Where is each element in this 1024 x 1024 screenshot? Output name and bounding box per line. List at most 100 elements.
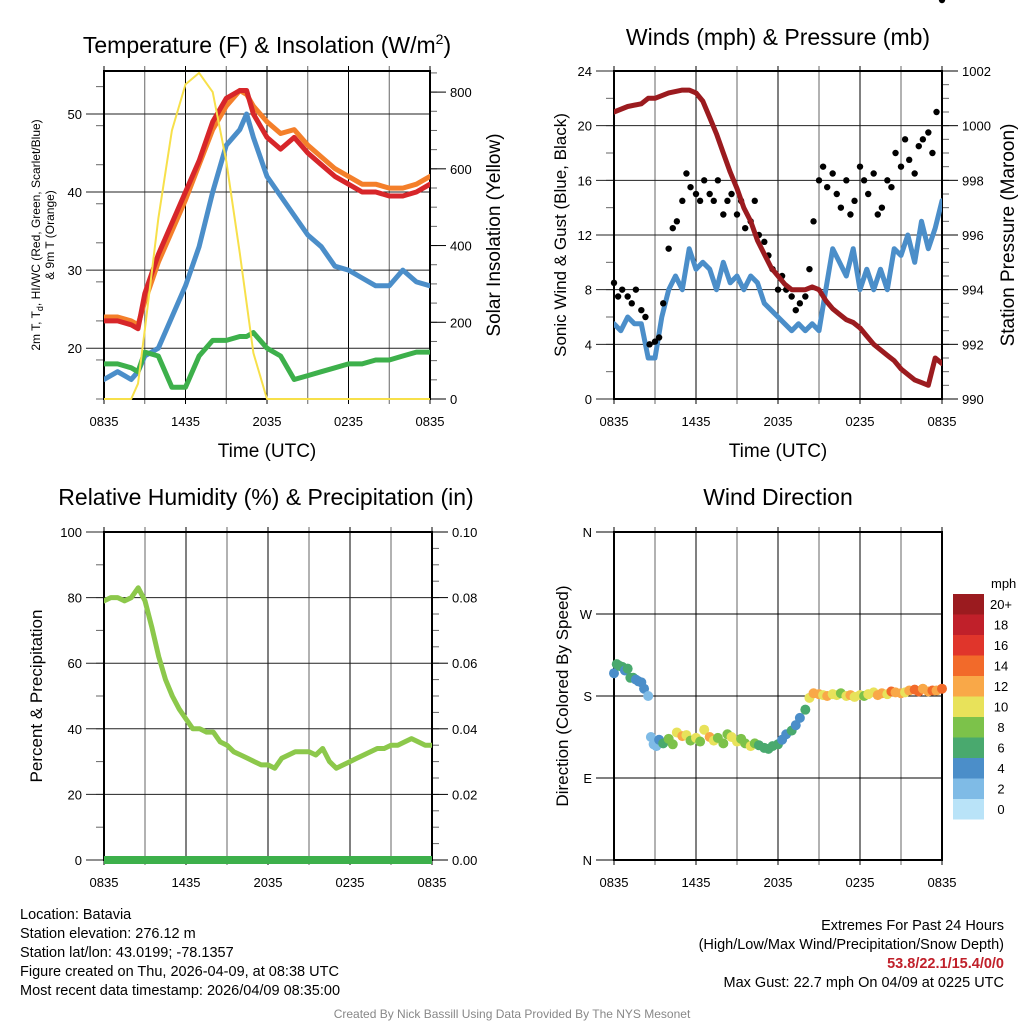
colorbar-label: 0 <box>997 802 1004 817</box>
y-tick-label: W <box>580 607 593 622</box>
y2-axis-label: Solar Insolation (Yellow) <box>484 133 505 336</box>
y2-tick-label: 0.06 <box>452 656 477 671</box>
series-line-station-pressure-maroon- <box>614 87 942 388</box>
x-axis-label: Time (UTC) <box>218 441 317 462</box>
gust-point <box>906 156 913 164</box>
colorbar-swatch <box>953 778 984 799</box>
x-tick-label: 2035 <box>254 875 283 890</box>
gust-point <box>888 183 895 191</box>
x-tick-label: 0835 <box>90 414 119 429</box>
y2-tick-label: 600 <box>450 162 472 177</box>
gust-point <box>806 265 813 273</box>
y-tick-label: S <box>583 689 592 704</box>
y2-tick-label: 990 <box>962 392 984 407</box>
gust-point <box>761 238 768 246</box>
wind-direction-point <box>643 691 654 701</box>
x-tick-label: 0235 <box>846 875 875 890</box>
gust-point <box>742 224 749 232</box>
gust-point <box>669 224 676 232</box>
colorbar-swatch <box>953 696 984 717</box>
y-tick-label: 4 <box>585 337 592 352</box>
colorbar-swatch <box>953 758 984 779</box>
gust-point <box>706 190 713 198</box>
elevation-text: Station elevation: 276.12 m <box>20 926 196 942</box>
x-tick-label: 0835 <box>600 875 629 890</box>
y2-tick-label: 1000 <box>962 119 991 134</box>
y-tick-label: E <box>583 771 592 786</box>
x-tick-label: 1435 <box>682 875 711 890</box>
x-tick-label: 1435 <box>171 414 200 429</box>
x-tick-label: 2035 <box>764 414 793 429</box>
gust-point <box>915 142 922 150</box>
extremes-info: Extremes For Past 24 Hours (High/Low/Max… <box>699 917 1004 993</box>
gust-point <box>642 313 649 321</box>
plot-frame <box>613 531 943 861</box>
gust-point <box>614 293 622 300</box>
station-info: Location: Batavia Station elevation: 276… <box>20 906 340 1001</box>
colorbar-label: 2 <box>997 782 1004 797</box>
series-line-red <box>104 88 430 332</box>
gust-point <box>696 197 704 205</box>
y-axis-label: Direction (Colored By Speed) <box>553 585 572 806</box>
x-tick-label: 0835 <box>928 414 957 429</box>
created-text: Figure created on Thu, 2026-04-09, at 08… <box>20 964 339 980</box>
gust-point <box>665 245 672 252</box>
series-line-green <box>104 330 430 390</box>
gust-point <box>897 163 905 170</box>
wind-direction-point <box>937 683 947 694</box>
extremes-values: 53.8/22.1/15.4/0/0 <box>887 956 1004 972</box>
x-tick-label: 0835 <box>600 414 629 429</box>
x-tick-label: 0235 <box>334 414 363 429</box>
colorbar-label: 20+ <box>990 597 1012 612</box>
x-tick-label: 0835 <box>928 875 957 890</box>
plot-frame <box>613 70 943 400</box>
x-tick-label: 0235 <box>336 875 365 890</box>
gust-point <box>728 190 735 198</box>
gust-point <box>733 211 741 218</box>
chart-title: Relative Humidity (%) & Precipitation (i… <box>58 484 473 510</box>
series-line-relative-humidity <box>104 585 432 771</box>
gust-point <box>673 218 681 225</box>
y2-tick-label: 800 <box>450 85 472 100</box>
gust-point <box>610 279 618 287</box>
colorbar-title: mph <box>991 576 1016 591</box>
y-tick-label: 100 <box>60 525 82 540</box>
chart-title: Winds (mph) & Pressure (mb) <box>626 24 930 50</box>
gust-point <box>925 129 932 136</box>
gust-point <box>847 211 854 218</box>
gust-point <box>870 170 877 177</box>
gust-point <box>720 211 727 218</box>
y-axis-label-line2: & 9m T (Orange) <box>43 190 57 280</box>
gust-point <box>815 177 823 184</box>
y-tick-label: 0 <box>585 392 592 407</box>
x-tick-label: 1435 <box>172 875 201 890</box>
x-tick-label: 2035 <box>764 875 793 890</box>
gust-point <box>792 306 799 314</box>
y-tick-label: N <box>583 853 592 868</box>
y-tick-label: 80 <box>68 591 82 606</box>
y2-tick-label: 998 <box>962 173 984 188</box>
colorbar-swatch <box>953 799 984 820</box>
wind-direction-point <box>622 663 633 674</box>
y-tick-label: 20 <box>68 787 82 802</box>
gust-point <box>892 149 899 157</box>
y-tick-label: 50 <box>68 107 82 122</box>
y-axis-label: Sonic Wind & Gust (Blue, Black) <box>551 113 570 357</box>
gust-point <box>901 136 909 143</box>
gust-point <box>701 177 708 184</box>
y-tick-label: 30 <box>68 263 82 278</box>
gust-point <box>788 293 795 300</box>
gust-point <box>651 338 659 345</box>
gust-point <box>933 108 940 116</box>
gust-point <box>874 211 881 218</box>
credit-text: Created By Nick Bassill Using Data Provi… <box>333 1007 691 1021</box>
wind-direction-point <box>609 668 619 679</box>
x-axis-label: Time (UTC) <box>729 441 828 462</box>
y-tick-label: 16 <box>578 173 592 188</box>
y2-tick-label: 0.00 <box>452 853 477 868</box>
chart-winds: 0835 1435 2035 0235 0835 Time (UTC) Winds (mph… <box>551 0 1019 462</box>
chart-temp: 0835 1435 2035 0235 0835 Time (UTC) Temperatur… <box>29 31 505 462</box>
gust-point <box>865 190 872 198</box>
gust-point <box>714 177 722 184</box>
